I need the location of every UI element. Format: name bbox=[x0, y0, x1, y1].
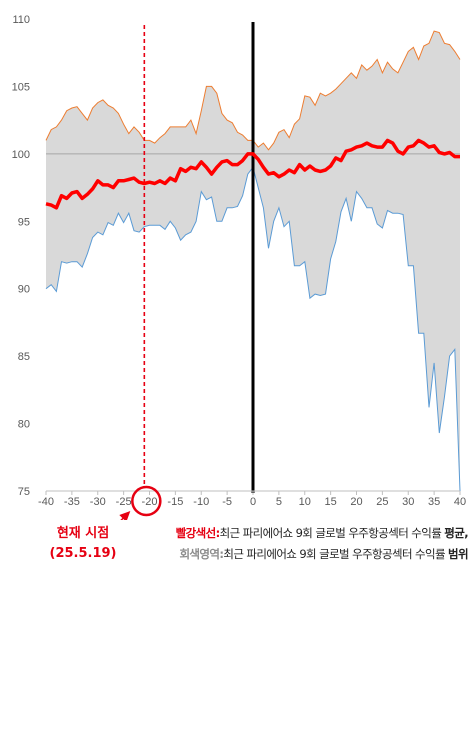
note-range-emph: 범위 bbox=[448, 547, 469, 561]
note-range-key: 회색영역: bbox=[179, 547, 224, 561]
x-tick-label: 15 bbox=[325, 496, 337, 508]
current-date-label: 현재 시점 (25.5.19) bbox=[28, 524, 138, 564]
x-tick-label: -35 bbox=[64, 496, 80, 508]
x-tick-label: 5 bbox=[276, 496, 282, 508]
current-label-line1: 현재 시점 bbox=[56, 526, 110, 541]
note-range: 회색영역:최근 파리에어쇼 9회 글로벌 우주항공섹터 수익률 범위 bbox=[152, 544, 468, 565]
x-tick-label: 25 bbox=[376, 496, 388, 508]
y-tick-label: 110 bbox=[12, 14, 30, 26]
y-tick-label: 75 bbox=[18, 486, 30, 498]
x-tick-label: -20 bbox=[142, 496, 158, 508]
average-line bbox=[45, 138, 460, 210]
x-tick-label: 20 bbox=[350, 496, 362, 508]
x-tick-label: 30 bbox=[402, 496, 414, 508]
y-tick-labels: 75 80 85 90 95 100 105 110 bbox=[12, 14, 30, 498]
x-tick-label: 40 bbox=[454, 496, 466, 508]
note-average-emph: 평균, bbox=[444, 526, 468, 540]
legend-notes: 빨강색선:최근 파리에어쇼 9회 글로벌 우주항공섹터 수익률 평균, 회색영역… bbox=[152, 523, 469, 565]
arrow-icon bbox=[119, 511, 131, 520]
x-tick-label: 35 bbox=[428, 496, 440, 508]
current-marker-circle bbox=[131, 485, 162, 517]
x-tick-label: -10 bbox=[193, 496, 209, 508]
x-tick-label: 0 bbox=[250, 496, 256, 508]
note-range-body: 최근 파리에어쇼 9회 글로벌 우주항공섹터 수익률 bbox=[223, 547, 449, 561]
x-tick-label: 10 bbox=[299, 496, 311, 508]
x-tick-label: -30 bbox=[90, 496, 106, 508]
x-tick-label: -5 bbox=[222, 496, 232, 508]
current-label-line2: (25.5.19) bbox=[49, 546, 117, 561]
y-tick-label: 80 bbox=[18, 419, 30, 431]
x-tick-labels: -40 -35 -30 -25 -20 -15 -10 -5 0 5 10 15 20 25 30 35 40 bbox=[38, 496, 466, 508]
x-axis-ticks bbox=[45, 491, 461, 495]
x-tick-label: -40 bbox=[38, 496, 54, 508]
y-tick-label: 100 bbox=[12, 149, 30, 161]
y-tick-label: 85 bbox=[18, 351, 30, 363]
y-tick-label: 95 bbox=[18, 216, 30, 228]
x-tick-label: -25 bbox=[116, 496, 132, 508]
note-average-key: 빨강색선: bbox=[175, 526, 221, 540]
y-tick-label: 105 bbox=[12, 81, 30, 93]
note-average: 빨강색선:최근 파리에어쇼 9회 글로벌 우주항공섹터 수익률 평균, bbox=[152, 523, 469, 544]
note-average-body: 최근 파리에어쇼 9회 글로벌 우주항공섹터 수익률 bbox=[219, 526, 445, 540]
x-tick-label: -15 bbox=[167, 496, 183, 508]
y-tick-label: 90 bbox=[18, 284, 30, 296]
